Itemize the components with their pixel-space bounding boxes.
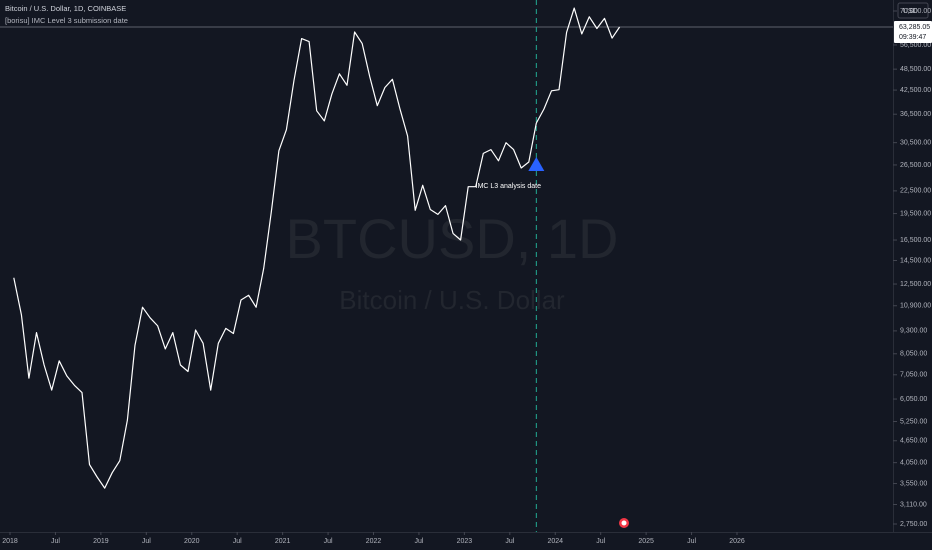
y-tick-label: 3,550.00 — [900, 480, 927, 487]
x-tick-label: Jul — [142, 538, 151, 545]
x-tick-label: Jul — [596, 538, 605, 545]
x-tick-label: 2025 — [638, 538, 654, 545]
x-tick-label: Jul — [414, 538, 423, 545]
x-tick-label: Jul — [233, 538, 242, 545]
watermark: BTCUSD, 1D — [286, 207, 619, 270]
watermark-subtitle: Bitcoin / U.S. Dollar — [339, 285, 565, 315]
y-tick-label: 70,000.00 — [900, 8, 931, 15]
currency-label[interactable]: USD — [903, 8, 918, 15]
x-tick-label: 2019 — [93, 538, 109, 545]
y-tick-label: 56,500.00 — [900, 42, 931, 49]
currency-button[interactable] — [897, 2, 929, 19]
x-tick-label: Jul — [324, 538, 333, 545]
x-tick-label: 2026 — [729, 538, 745, 545]
y-tick-label: 5,250.00 — [900, 418, 927, 425]
y-tick-label: 4,050.00 — [900, 459, 927, 466]
x-tick-label: 2024 — [547, 538, 563, 545]
event-icon-inner — [621, 520, 627, 526]
x-tick-label: 2018 — [2, 538, 18, 545]
y-tick-label: 19,500.00 — [900, 210, 931, 217]
y-tick-label: 12,500.00 — [900, 281, 931, 288]
y-tick-label: 14,500.00 — [900, 257, 931, 264]
y-tick-label: 36,500.00 — [900, 111, 931, 118]
price-line — [13, 7, 621, 489]
x-tick-label: Jul — [51, 538, 60, 545]
countdown-label: 09:39:47 — [899, 34, 926, 41]
y-tick-label: 22,500.00 — [900, 188, 931, 195]
x-tick-label: 2020 — [184, 538, 200, 545]
y-tick-label: 9,300.00 — [900, 328, 927, 335]
y-tick-label: 42,500.00 — [900, 87, 931, 94]
y-tick-label: 7,050.00 — [900, 372, 927, 379]
y-tick-label: 8,050.00 — [900, 351, 927, 358]
x-tick-label: Jul — [505, 538, 514, 545]
y-tick-label: 4,650.00 — [900, 438, 927, 445]
last-price-box — [894, 20, 932, 43]
y-tick-label: 26,500.00 — [900, 162, 931, 169]
x-tick-label: 2022 — [366, 538, 382, 545]
y-tick-label: 2,750.00 — [900, 521, 927, 528]
x-tick-label: 2021 — [275, 538, 291, 545]
y-tick-label: 30,500.00 — [900, 140, 931, 147]
y-tick-label: 3,110.00 — [900, 501, 927, 508]
y-tick-label: 10,900.00 — [900, 303, 931, 310]
marker-label: IMC L3 analysis date — [476, 183, 541, 190]
y-tick-label: 6,050.00 — [900, 396, 927, 403]
x-tick-label: 2023 — [457, 538, 473, 545]
marker-triangle — [528, 156, 545, 171]
chart-title: Bitcoin / U.S. Dollar, 1D, COINBASE — [5, 4, 126, 13]
x-tick-label: Jul — [687, 538, 696, 545]
y-tick-label: 48,500.00 — [900, 66, 931, 73]
last-price-label: 63,285.05 — [899, 24, 930, 31]
indicator-title: [borisu] IMC Level 3 submission date — [5, 16, 128, 25]
y-tick-label: 16,500.00 — [900, 237, 931, 244]
